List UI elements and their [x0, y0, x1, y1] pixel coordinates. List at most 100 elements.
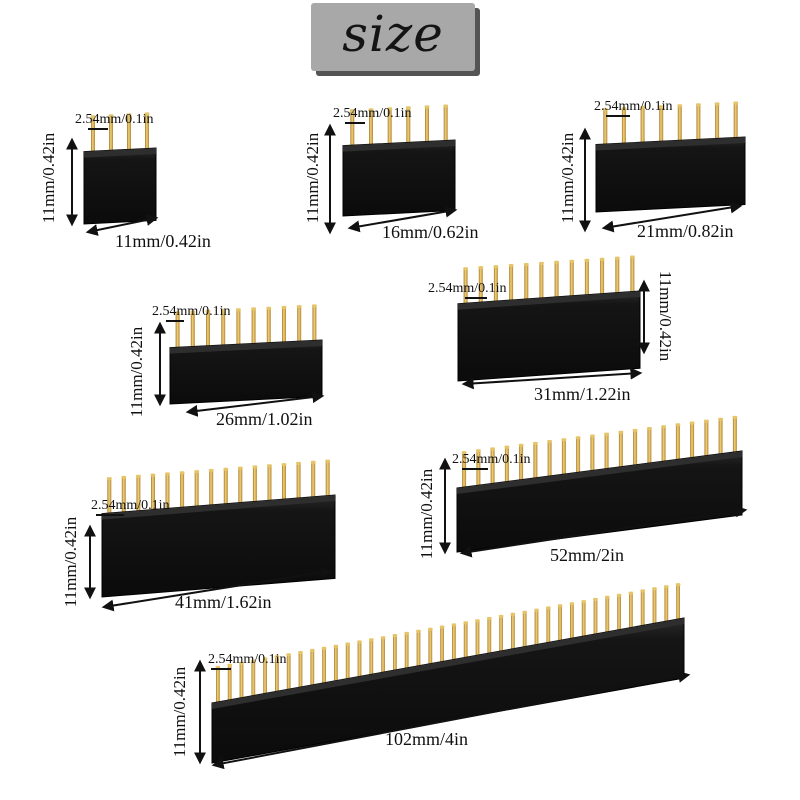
length-label: 102mm/4in: [385, 729, 468, 749]
gold-pin: [633, 430, 638, 469]
pin-tip: [281, 305, 287, 309]
gold-pin: [221, 310, 226, 349]
pitch-label: 2.54mm/0.1in: [428, 281, 507, 296]
header-top-edge: [170, 340, 322, 354]
header-top-edge: [458, 291, 640, 310]
pin-tip: [179, 471, 185, 475]
gold-pin: [145, 114, 149, 153]
pin-tip: [90, 115, 96, 119]
pin-tip: [510, 612, 516, 616]
header-top-edge: [457, 451, 742, 495]
pin-tip: [262, 657, 268, 661]
pin-tip: [321, 646, 327, 650]
pin-tip: [561, 438, 567, 442]
pin-tip: [487, 617, 492, 620]
pin-tip: [349, 109, 355, 113]
pin-tip: [602, 108, 608, 111]
pin-tip: [205, 309, 211, 313]
pin-tip: [333, 644, 339, 648]
gold-pin: [605, 597, 610, 636]
gold-pin: [251, 661, 256, 700]
height-label: 11mm/0.42in: [39, 132, 58, 223]
length-arrow: [461, 367, 643, 390]
gold-pin: [509, 266, 514, 304]
gold-pin: [581, 602, 586, 641]
gold-pin: [554, 262, 559, 301]
gold-pin: [236, 310, 241, 349]
gold-pin: [463, 269, 468, 308]
pin-tip: [325, 459, 331, 463]
gold-pin: [676, 585, 680, 624]
gold-pin: [369, 640, 374, 679]
length-arrow: [101, 566, 333, 612]
pin-tip: [575, 436, 581, 440]
pin-tip: [590, 434, 595, 438]
pin-tip: [504, 445, 510, 449]
pin-tip: [628, 591, 634, 595]
pin-tip: [220, 308, 226, 312]
pin-tip: [508, 264, 514, 267]
pin-tip: [236, 308, 241, 312]
pin-tip: [194, 470, 200, 474]
pin-tip: [175, 311, 180, 315]
header-top-edge: [596, 137, 745, 151]
gold-pin: [659, 107, 664, 146]
pin-tip: [223, 467, 229, 471]
pin-tip: [554, 260, 559, 264]
pin-tip: [463, 267, 468, 271]
gold-pin: [381, 638, 385, 677]
pin-tip: [463, 621, 468, 625]
gold-pin: [322, 648, 326, 687]
gold-pin: [546, 608, 551, 647]
pin-tip: [387, 107, 393, 111]
gold-pin: [539, 263, 544, 302]
pin-tip: [704, 419, 709, 423]
gold-pin: [251, 309, 256, 348]
gold-pin: [406, 108, 411, 147]
gold-pin: [136, 476, 141, 515]
gold-pin: [462, 453, 467, 492]
pitch-label: 2.54mm/0.1in: [75, 112, 154, 127]
gold-pin: [476, 451, 481, 490]
gold-pin: [298, 653, 303, 691]
gold-pin: [227, 665, 232, 704]
gold-pin: [647, 429, 652, 467]
pin-tip: [286, 653, 291, 657]
gold-pin: [312, 306, 317, 345]
gold-pin: [91, 117, 95, 156]
length-arrow: [85, 214, 159, 236]
gold-pin: [286, 655, 291, 694]
pin-tip: [424, 105, 430, 109]
pin-tip: [696, 103, 701, 107]
gold-pin: [209, 470, 214, 509]
pin-tip: [569, 259, 575, 263]
header-8-pin: 2.54mm/0.1in 21mm/0.82in 11mm/0.42in: [558, 99, 746, 241]
pin-tip: [310, 648, 315, 652]
pin-tip: [675, 583, 681, 587]
pitch-label: 2.54mm/0.1in: [333, 106, 412, 121]
header-top-edge: [102, 495, 335, 520]
pin-tip: [416, 629, 421, 633]
pin-tip: [658, 105, 664, 109]
gold-pin: [428, 629, 433, 668]
gold-pin: [369, 110, 373, 149]
pin-tip: [661, 425, 666, 429]
pin-tip: [478, 266, 484, 270]
gold-pin: [600, 259, 605, 298]
gold-pin: [629, 593, 633, 632]
gold-pin: [151, 475, 155, 514]
pin-tip: [237, 466, 243, 470]
pin-tip: [368, 108, 374, 112]
gold-pin: [547, 442, 552, 480]
gold-pin: [180, 473, 185, 512]
gold-pin: [325, 461, 330, 500]
pin-tip: [443, 104, 449, 108]
height-label: 11mm/0.42in: [303, 132, 322, 223]
pin-tip: [475, 619, 480, 623]
gold-pin: [621, 109, 626, 148]
pin-tip: [534, 608, 539, 612]
pin-tip: [126, 113, 132, 117]
pitch-label: 2.54mm/0.1in: [452, 452, 531, 467]
pin-tip: [266, 306, 272, 310]
